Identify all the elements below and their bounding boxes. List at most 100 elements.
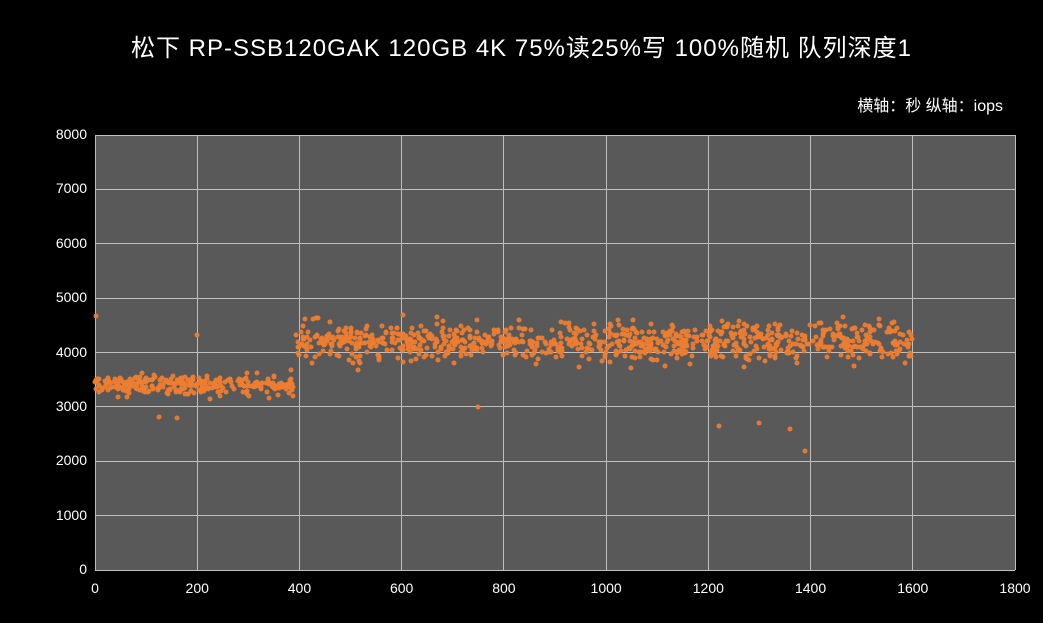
data-point <box>664 332 669 337</box>
x-tick-label: 400 <box>269 580 329 596</box>
data-point <box>400 332 405 337</box>
data-point <box>719 330 724 335</box>
data-point <box>591 321 596 326</box>
data-point <box>424 346 429 351</box>
data-point <box>140 389 145 394</box>
data-point <box>350 351 355 356</box>
data-point <box>504 351 509 356</box>
data-point <box>894 325 899 330</box>
data-point <box>401 359 406 364</box>
data-point <box>791 350 796 355</box>
data-point <box>752 348 757 353</box>
data-point <box>516 326 521 331</box>
data-point <box>191 374 196 379</box>
data-point <box>788 426 793 431</box>
data-point <box>272 373 277 378</box>
data-point <box>459 345 464 350</box>
data-point <box>741 364 746 369</box>
data-point <box>737 348 742 353</box>
data-point <box>585 333 590 338</box>
data-point <box>742 341 747 346</box>
data-point <box>474 318 479 323</box>
data-point <box>174 416 179 421</box>
data-point <box>372 341 377 346</box>
data-point <box>890 355 895 360</box>
data-point <box>770 331 775 336</box>
x-tick-label: 1200 <box>678 580 738 596</box>
data-point <box>692 328 697 333</box>
data-point <box>835 325 840 330</box>
data-point <box>577 364 582 369</box>
data-point <box>716 423 721 428</box>
data-point <box>767 351 772 356</box>
data-point <box>492 327 497 332</box>
data-point <box>615 350 620 355</box>
data-point <box>824 355 829 360</box>
data-point <box>406 347 411 352</box>
data-point <box>730 349 735 354</box>
data-point <box>863 339 868 344</box>
gridline-vertical <box>197 135 198 570</box>
data-point <box>417 336 422 341</box>
data-point <box>97 382 102 387</box>
data-point <box>669 351 674 356</box>
data-point <box>517 317 522 322</box>
data-point <box>813 335 818 340</box>
gridline-vertical <box>810 135 811 570</box>
data-point <box>185 391 190 396</box>
data-point <box>443 354 448 359</box>
data-point <box>284 383 289 388</box>
data-point <box>389 326 394 331</box>
data-point <box>511 348 516 353</box>
data-point <box>745 357 750 362</box>
data-point <box>309 344 314 349</box>
data-point <box>474 329 479 334</box>
gridline-horizontal <box>95 298 1015 299</box>
data-point <box>421 338 426 343</box>
data-point <box>779 347 784 352</box>
data-point <box>747 335 752 340</box>
data-point <box>591 328 596 333</box>
data-point <box>396 338 401 343</box>
data-point <box>598 339 603 344</box>
data-point <box>342 329 347 334</box>
data-point <box>658 339 663 344</box>
data-point <box>799 344 804 349</box>
data-point <box>512 353 517 358</box>
data-point <box>309 361 314 366</box>
data-point <box>642 351 647 356</box>
data-point <box>764 335 769 340</box>
data-point <box>634 341 639 346</box>
data-point <box>511 340 516 345</box>
data-point <box>172 382 177 387</box>
data-point <box>519 332 524 337</box>
data-point <box>356 358 361 363</box>
data-point <box>629 344 634 349</box>
data-point <box>607 359 612 364</box>
data-point <box>686 333 691 338</box>
data-point <box>357 341 362 346</box>
data-point <box>287 378 292 383</box>
data-point <box>335 334 340 339</box>
data-point <box>802 349 807 354</box>
data-point <box>228 379 233 384</box>
data-point <box>549 343 554 348</box>
data-point <box>579 337 584 342</box>
data-point <box>299 329 304 334</box>
data-point <box>140 383 145 388</box>
data-point <box>479 339 484 344</box>
data-point <box>712 351 717 356</box>
data-point <box>616 317 621 322</box>
data-point <box>768 343 773 348</box>
plot-area <box>95 135 1015 570</box>
data-point <box>851 326 856 331</box>
data-point <box>384 348 389 353</box>
data-point <box>584 346 589 351</box>
data-point <box>490 339 495 344</box>
data-point <box>571 337 576 342</box>
x-tick-label: 1600 <box>883 580 943 596</box>
data-point <box>552 337 557 342</box>
data-point <box>433 341 438 346</box>
data-point <box>302 317 307 322</box>
data-point <box>463 352 468 357</box>
